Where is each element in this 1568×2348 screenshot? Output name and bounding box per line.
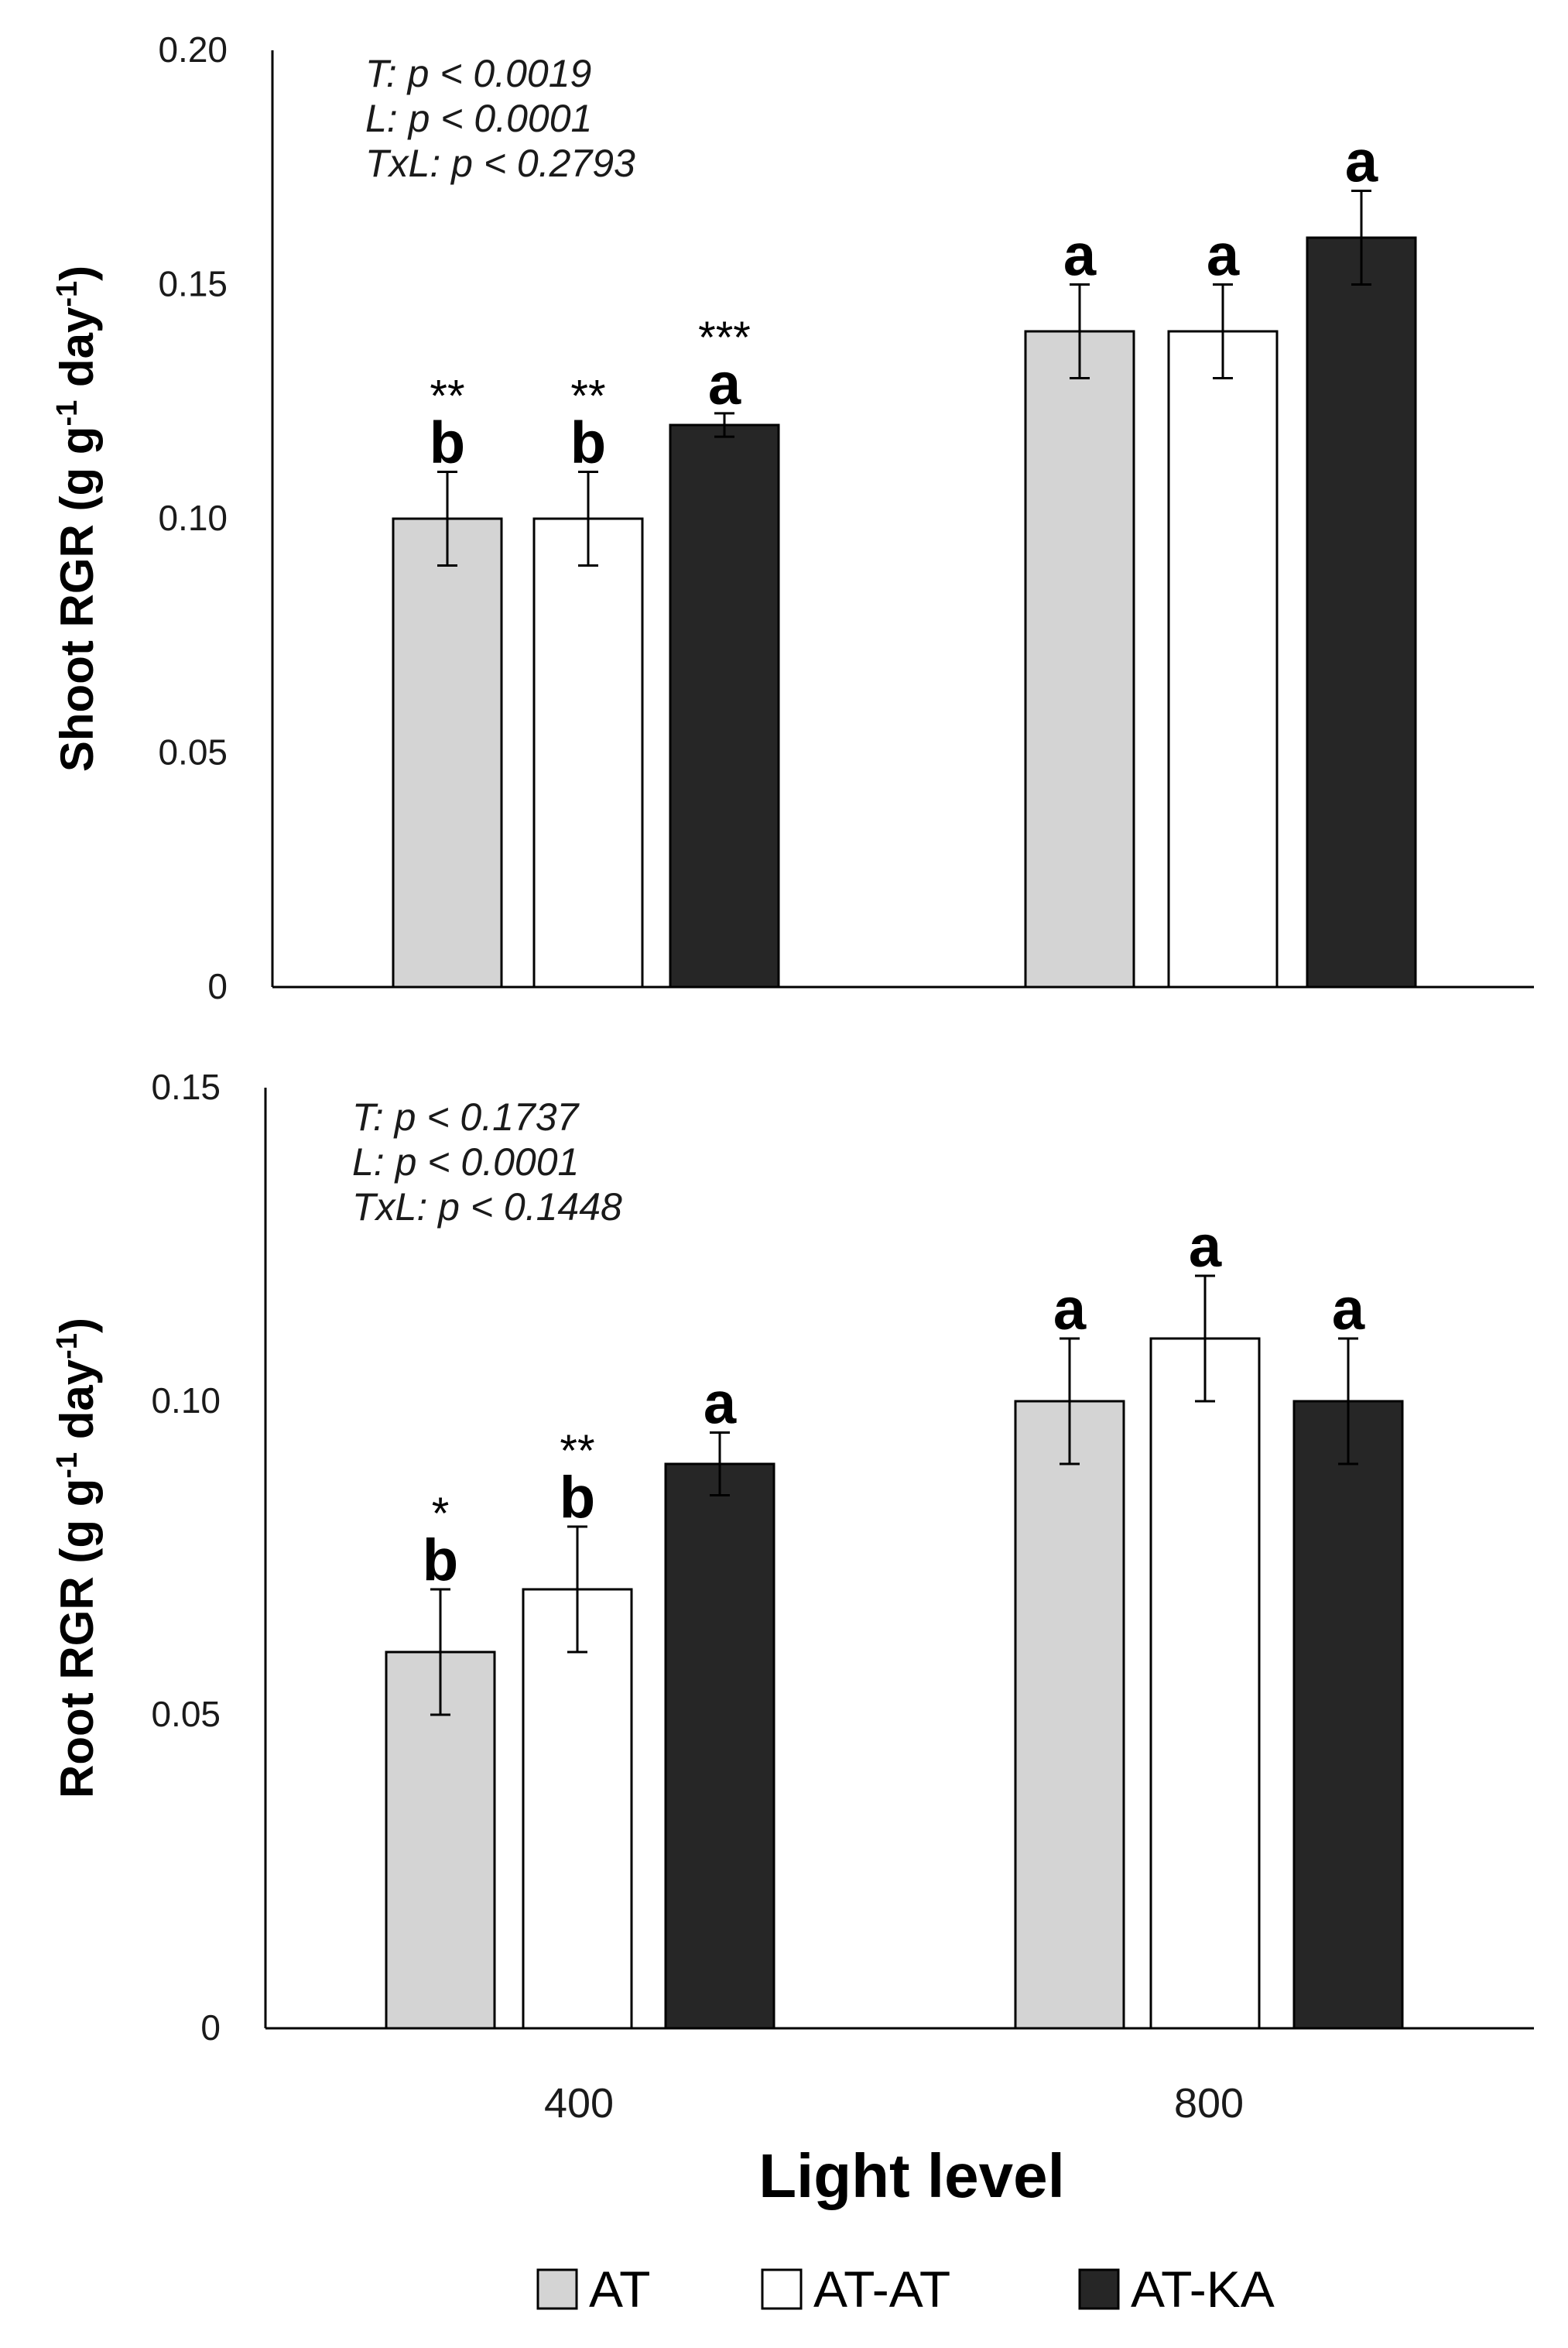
- bar-at-at-800: [1149, 1337, 1261, 2030]
- significance-letter: a: [708, 351, 741, 417]
- x-tick-label-400: 400: [544, 2080, 614, 2127]
- x-axis-label: Light level: [758, 2141, 1065, 2210]
- legend: AT AT-AT AT-KA: [536, 2261, 1275, 2318]
- bottom-y-axis-label: Root RGR (g g-1 day-1): [51, 1318, 103, 1798]
- bottom-panel: 0 0.05 0.10 0.15 Root RGR (g g-1 day-1) T: p …: [51, 1067, 1534, 2048]
- top-panel: 0 0.05 0.10 0.15 0.20 Shoot RGR (g g-1 day-1)…: [51, 29, 1534, 1006]
- bottom-y-tick-label: 0.15: [151, 1067, 221, 1107]
- top-y-axis-label: Shoot RGR (g g-1 day-1): [51, 266, 103, 772]
- significance-letter: a: [1345, 129, 1378, 195]
- significance-letter: b: [570, 410, 606, 476]
- bar-at-ka-400: [664, 1462, 775, 2030]
- significance-letter: a: [704, 1371, 737, 1437]
- significance-letter: b: [430, 410, 465, 476]
- top-stat-line: L: p < 0.0001: [365, 97, 592, 140]
- top-y-tick-label: 0.10: [158, 498, 228, 538]
- significance-stars: **: [430, 372, 464, 422]
- bar-at-at-400: [532, 517, 644, 989]
- bottom-stat-line: T: p < 0.1737: [352, 1095, 580, 1139]
- significance-letter: b: [560, 1465, 595, 1530]
- bar-at-ka-400: [669, 423, 780, 989]
- top-stat-line: TxL: p < 0.2793: [365, 142, 635, 185]
- significance-letter: a: [1063, 223, 1097, 289]
- bar-at-ka-800: [1292, 1400, 1404, 2030]
- legend-label-at: AT: [589, 2261, 650, 2318]
- legend-swatch-at-ka: [1078, 2268, 1120, 2310]
- bottom-stat-line: L: p < 0.0001: [352, 1140, 579, 1184]
- x-tick-label-800: 800: [1174, 2080, 1244, 2127]
- significance-letter: a: [1207, 223, 1240, 289]
- significance-stars: ***: [698, 313, 751, 363]
- legend-label-at-at: AT-AT: [813, 2261, 950, 2318]
- top-stat-line: T: p < 0.0019: [365, 52, 591, 95]
- bar-at-800: [1014, 1400, 1125, 2030]
- bar-at-at-800: [1167, 330, 1279, 989]
- significance-letter: a: [1332, 1277, 1365, 1342]
- top-y-tick-label: 0.20: [158, 29, 228, 70]
- top-y-tick-label: 0: [207, 966, 228, 1006]
- legend-swatch-at: [536, 2268, 578, 2310]
- significance-letter: a: [1189, 1214, 1222, 1280]
- legend-label-at-ka: AT-KA: [1131, 2261, 1275, 2318]
- bar-at-400: [392, 517, 503, 989]
- top-y-tick-label: 0.05: [158, 732, 228, 773]
- bottom-y-tick-label: 0: [200, 2007, 221, 2048]
- significance-letter: a: [1053, 1277, 1087, 1342]
- top-y-tick-label: 0.15: [158, 264, 228, 304]
- significance-stars: **: [560, 1426, 594, 1476]
- bar-at-at-400: [522, 1588, 633, 2030]
- bottom-y-tick-label: 0.10: [151, 1380, 221, 1421]
- bottom-stat-line: TxL: p < 0.1448: [352, 1185, 622, 1229]
- bottom-y-tick-label: 0.05: [151, 1694, 221, 1734]
- significance-letter: b: [423, 1527, 458, 1593]
- significance-stars: *: [432, 1489, 450, 1539]
- legend-swatch-at-at: [761, 2268, 803, 2310]
- bar-at-ka-800: [1306, 236, 1417, 989]
- bar-at-800: [1024, 330, 1135, 989]
- significance-stars: **: [570, 372, 605, 422]
